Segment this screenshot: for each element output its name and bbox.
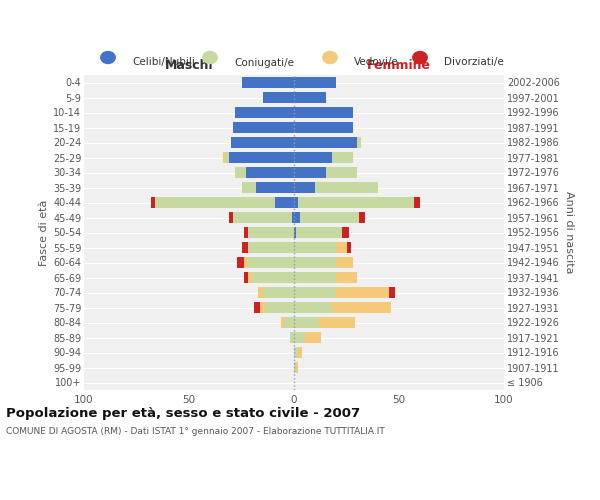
Bar xyxy=(235,166,246,178)
Bar xyxy=(244,226,248,238)
Bar xyxy=(238,256,244,268)
Bar xyxy=(347,242,350,254)
Text: Vedovi/e: Vedovi/e xyxy=(354,58,399,68)
Bar xyxy=(336,286,389,298)
Bar xyxy=(294,92,325,104)
Bar xyxy=(294,226,296,238)
Bar xyxy=(294,122,353,134)
Bar xyxy=(336,256,353,268)
Bar xyxy=(224,152,229,164)
Bar xyxy=(281,316,284,328)
Bar xyxy=(260,302,265,314)
Bar xyxy=(296,226,342,238)
Bar xyxy=(263,92,294,104)
Bar xyxy=(248,242,294,254)
Bar xyxy=(229,212,233,224)
Bar xyxy=(155,196,275,208)
Text: Popolazione per età, sesso e stato civile - 2007: Popolazione per età, sesso e stato civil… xyxy=(6,408,360,420)
Text: Coniugati/e: Coniugati/e xyxy=(234,58,294,68)
Bar xyxy=(294,346,298,358)
Bar xyxy=(298,346,302,358)
Bar xyxy=(359,212,365,224)
Bar xyxy=(315,182,378,194)
Bar xyxy=(294,182,315,194)
Bar xyxy=(294,212,301,224)
Bar xyxy=(284,316,294,328)
Bar xyxy=(244,256,248,268)
Bar xyxy=(248,272,252,283)
Bar xyxy=(275,196,294,208)
Bar xyxy=(332,302,391,314)
Bar xyxy=(248,226,294,238)
Bar xyxy=(342,226,349,238)
Bar xyxy=(263,286,294,298)
Bar xyxy=(246,166,294,178)
Bar xyxy=(294,316,319,328)
Bar xyxy=(294,166,325,178)
Bar xyxy=(223,152,224,164)
Bar xyxy=(241,182,256,194)
Bar xyxy=(336,272,357,283)
Text: Femmine: Femmine xyxy=(367,59,431,72)
Bar xyxy=(294,106,353,118)
Bar xyxy=(151,196,155,208)
Bar xyxy=(290,332,294,344)
Bar xyxy=(233,122,294,134)
Bar xyxy=(259,286,263,298)
Bar xyxy=(414,196,420,208)
Bar xyxy=(294,152,332,164)
Bar xyxy=(256,182,294,194)
Bar xyxy=(254,302,260,314)
Bar xyxy=(265,302,294,314)
Bar xyxy=(294,272,336,283)
Text: Divorziati/e: Divorziati/e xyxy=(444,58,504,68)
Bar xyxy=(252,272,294,283)
Y-axis label: Fasce di età: Fasce di età xyxy=(38,200,49,266)
Bar xyxy=(325,166,357,178)
Bar xyxy=(233,212,292,224)
Bar xyxy=(298,196,414,208)
Bar xyxy=(301,212,359,224)
Bar xyxy=(241,242,248,254)
Bar xyxy=(294,286,336,298)
Bar xyxy=(294,242,336,254)
Bar xyxy=(332,152,353,164)
Bar xyxy=(294,362,296,374)
Bar xyxy=(296,362,298,374)
Text: Celibi/Nubili: Celibi/Nubili xyxy=(132,58,195,68)
Bar xyxy=(319,316,355,328)
Bar xyxy=(294,302,332,314)
Bar xyxy=(294,76,336,88)
Bar xyxy=(231,136,294,148)
Bar xyxy=(248,256,294,268)
Bar xyxy=(336,242,347,254)
Bar xyxy=(294,332,305,344)
Text: Maschi: Maschi xyxy=(164,59,214,72)
Bar xyxy=(229,152,294,164)
Bar xyxy=(292,212,294,224)
Bar xyxy=(235,106,294,118)
Bar xyxy=(241,76,294,88)
Bar xyxy=(357,136,361,148)
Bar xyxy=(294,196,298,208)
Bar xyxy=(294,136,357,148)
Text: COMUNE DI AGOSTA (RM) - Dati ISTAT 1° gennaio 2007 - Elaborazione TUTTITALIA.IT: COMUNE DI AGOSTA (RM) - Dati ISTAT 1° ge… xyxy=(6,428,385,436)
Bar xyxy=(305,332,322,344)
Bar xyxy=(389,286,395,298)
Bar xyxy=(294,256,336,268)
Bar xyxy=(244,272,248,283)
Y-axis label: Anni di nascita: Anni di nascita xyxy=(564,191,574,274)
